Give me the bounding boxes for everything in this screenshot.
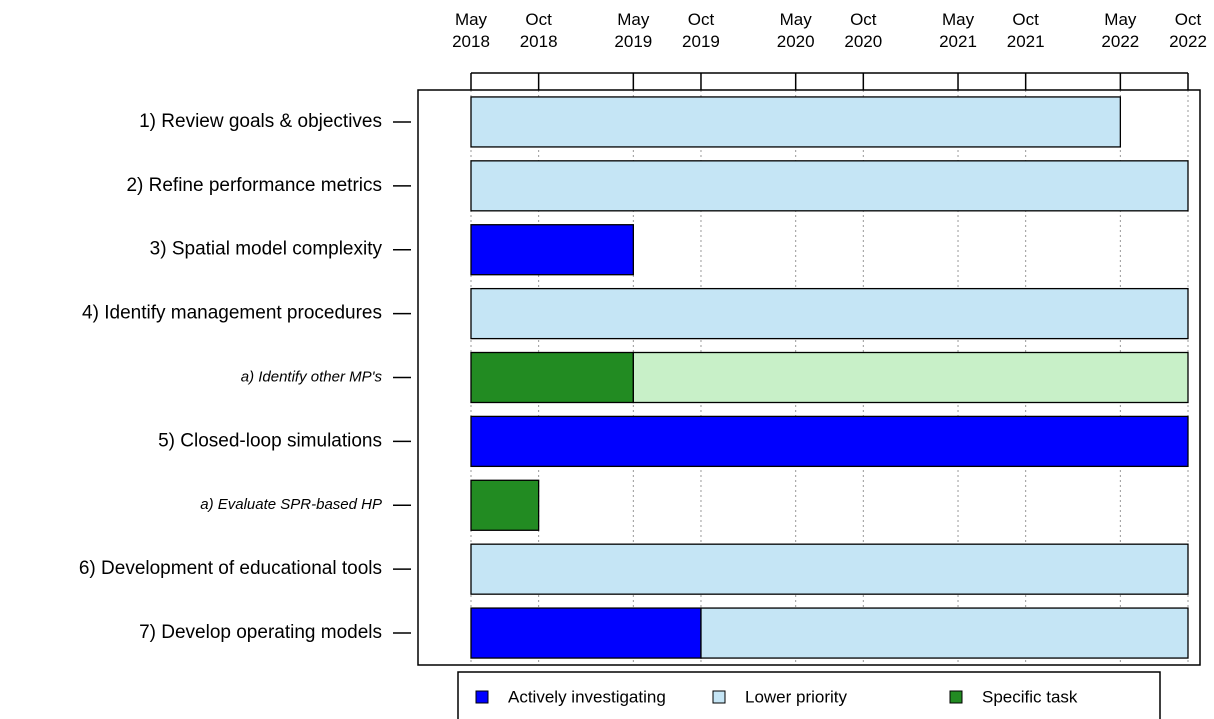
- bar: [470, 224, 634, 276]
- bar: [470, 160, 1189, 212]
- legend-swatch: [475, 690, 489, 704]
- bar: [470, 543, 1189, 595]
- x-tick-label: May 2018: [452, 10, 490, 51]
- task-label: 5) Closed-loop simulations: [158, 430, 382, 451]
- legend-swatch: [712, 690, 726, 704]
- legend-label: Specific task: [982, 687, 1078, 706]
- x-tick-label: May 2021: [939, 10, 977, 51]
- legend-box: [457, 671, 1161, 719]
- task-label: 3) Spatial model complexity: [150, 239, 383, 260]
- bar: [632, 351, 1189, 404]
- bar: [700, 607, 1189, 659]
- task-label: 2) Refine performance metrics: [126, 175, 382, 196]
- x-tick-label: May 2019: [614, 10, 653, 51]
- bar: [470, 287, 1189, 340]
- task-label: 7) Develop operating models: [139, 622, 382, 643]
- x-tick-label: Oct 2019: [682, 10, 720, 51]
- plot-frame: [417, 89, 1201, 666]
- bar: [470, 479, 540, 531]
- task-label: 4) Identify management procedures: [82, 303, 382, 324]
- task-label: 6) Development of educational tools: [79, 558, 382, 579]
- bar: [470, 415, 1189, 468]
- x-tick-label: Oct 2022: [1169, 10, 1207, 51]
- bar: [470, 607, 702, 659]
- task-label: 1) Review goals & objectives: [139, 111, 382, 132]
- task-label: a) Identify other MP's: [241, 368, 383, 385]
- legend-label: Actively investigating: [508, 687, 666, 706]
- legend-label: Lower priority: [745, 687, 848, 706]
- x-tick-label: Oct 2020: [844, 10, 883, 51]
- x-tick-label: Oct 2021: [1006, 10, 1045, 51]
- bar: [470, 96, 1122, 148]
- bar: [470, 351, 634, 404]
- x-tick-label: May 2020: [776, 10, 815, 51]
- x-tick-label: Oct 2018: [519, 10, 558, 51]
- legend-swatch: [949, 690, 963, 704]
- task-label: a) Evaluate SPR-based HP: [200, 496, 382, 513]
- x-tick-label: May 2022: [1101, 10, 1140, 51]
